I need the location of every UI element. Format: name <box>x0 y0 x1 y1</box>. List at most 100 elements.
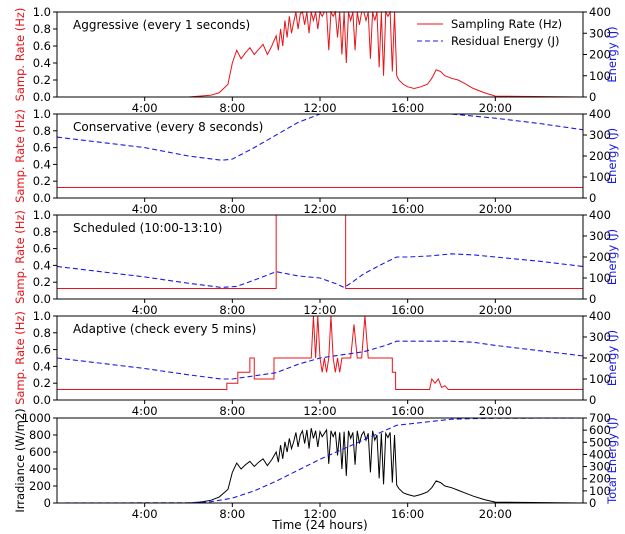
y-tick-label-left: 0.6 <box>33 141 51 155</box>
y-tick-label-left: 1.0 <box>33 208 51 222</box>
y-tick-label-left: 0.4 <box>33 359 51 373</box>
series-line-primary <box>57 315 583 390</box>
y-tick-label-left: 0.8 <box>33 22 51 36</box>
y-axis-label-left: Irradiance (W/m2) <box>13 408 27 512</box>
x-tick-label: 20:00 <box>479 101 512 115</box>
y-tick-label-left: 0.6 <box>33 242 51 256</box>
y-tick-label-left: 0.8 <box>33 225 51 239</box>
y-tick-label-right: 200 <box>589 351 611 365</box>
y-tick-label-right: 0 <box>589 393 596 407</box>
x-tick-label: 20:00 <box>479 303 512 317</box>
x-tick-label: 12:00 <box>303 202 336 216</box>
y-tick-label-left: 600 <box>29 445 51 459</box>
y-tick-label-right: 300 <box>589 229 611 243</box>
x-tick-label: 16:00 <box>391 507 424 521</box>
legend-label: Residual Energy (J) <box>451 34 560 48</box>
x-tick-label: 16:00 <box>391 202 424 216</box>
y-tick-label-left: 0.2 <box>33 73 51 87</box>
y-tick-label-right: 100 <box>589 271 611 285</box>
y-tick-label-left: 0.8 <box>33 326 51 340</box>
x-tick-label: 16:00 <box>391 303 424 317</box>
y-tick-label-right: 400 <box>589 5 611 19</box>
y-tick-label-left: 0.4 <box>33 56 51 70</box>
y-axis-label-left: Samp. Rate (Hz) <box>13 8 27 102</box>
y-tick-label-left: 1000 <box>22 411 51 425</box>
series-line-energy <box>57 113 583 161</box>
x-tick-label: 8:00 <box>219 101 245 115</box>
y-axis-label-right: Energy (J) <box>605 26 619 82</box>
series-line-primary <box>57 428 583 504</box>
y-axis-label-right: Energy (J) <box>605 229 619 285</box>
chart-panel-3: 0.0 0.2 0.4 0.6 0.8 1.0 0 100 200 300 400 4:00 8:00 1… <box>13 208 619 317</box>
y-tick-label-left: 0.0 <box>33 393 51 407</box>
panel-title: Scheduled (10:00-13:10) <box>73 221 222 235</box>
chart-panel-2: 0.0 0.2 0.4 0.6 0.8 1.0 0 100 200 300 400 4:00 8:00 1… <box>13 107 619 216</box>
x-axis-label: Time (24 hours) <box>271 518 367 532</box>
x-tick-label: 16:00 <box>391 404 424 418</box>
y-tick-label-left: 0.2 <box>33 376 51 390</box>
y-axis-label-left: Samp. Rate (Hz) <box>13 109 27 203</box>
y-tick-label-right: 0 <box>589 90 596 104</box>
y-tick-label-right: 400 <box>589 208 611 222</box>
x-tick-label: 4:00 <box>132 303 158 317</box>
legend: Sampling Rate (Hz) Residual Energy (J) <box>417 17 562 48</box>
x-tick-label: 12:00 <box>303 101 336 115</box>
y-tick-label-left: 0.0 <box>33 90 51 104</box>
panel-title: Adaptive (check every 5 mins) <box>73 322 256 336</box>
x-tick-label: 8:00 <box>219 404 245 418</box>
y-axis-label-left: Samp. Rate (Hz) <box>13 311 27 405</box>
y-tick-label-left: 0 <box>44 496 51 510</box>
y-tick-label-left: 0.6 <box>33 343 51 357</box>
y-tick-label-right: 100 <box>589 69 611 83</box>
y-tick-label-left: 0.4 <box>33 258 51 272</box>
y-tick-label-right: 300 <box>589 460 611 474</box>
series-line-energy <box>57 417 583 504</box>
x-tick-label: 4:00 <box>132 101 158 115</box>
y-tick-label-right: 0 <box>589 292 596 306</box>
y-tick-label-left: 1.0 <box>33 309 51 323</box>
y-tick-label-left: 0.2 <box>33 275 51 289</box>
y-axis-label-left: Samp. Rate (Hz) <box>13 210 27 304</box>
y-tick-label-right: 200 <box>589 250 611 264</box>
y-tick-label-right: 300 <box>589 26 611 40</box>
y-tick-label-right: 500 <box>589 435 611 449</box>
x-tick-label: 12:00 <box>303 507 336 521</box>
y-tick-label-right: 400 <box>589 309 611 323</box>
x-tick-label: 12:00 <box>303 303 336 317</box>
y-axis-label-right: Energy (J) <box>605 330 619 386</box>
y-tick-label-left: 0.2 <box>33 174 51 188</box>
series-line-energy <box>57 340 583 380</box>
y-axis-label-right: Total Energy (J) <box>605 417 619 505</box>
chart-panel-1: 0.0 0.2 0.4 0.6 0.8 1.0 0 100 200 300 400 4:00 8:00 1… <box>13 5 619 115</box>
y-tick-label-right: 200 <box>589 472 611 486</box>
y-tick-label-right: 300 <box>589 128 611 142</box>
legend-label: Sampling Rate (Hz) <box>451 17 562 31</box>
x-tick-label: 4:00 <box>132 202 158 216</box>
x-tick-label: 20:00 <box>479 202 512 216</box>
y-tick-label-right: 0 <box>589 191 596 205</box>
x-tick-label: 20:00 <box>479 507 512 521</box>
x-tick-label: 20:00 <box>479 404 512 418</box>
y-tick-label-right: 300 <box>589 330 611 344</box>
y-tick-label-left: 200 <box>29 479 51 493</box>
y-axis-label-right: Energy (J) <box>605 128 619 184</box>
panel-title: Aggressive (every 1 seconds) <box>73 18 250 32</box>
y-tick-label-left: 0.0 <box>33 292 51 306</box>
y-tick-label-right: 100 <box>589 170 611 184</box>
y-tick-label-left: 0.0 <box>33 191 51 205</box>
chart-panel-4: 0.0 0.2 0.4 0.6 0.8 1.0 0 100 200 300 400 4:00 8:00 1… <box>13 309 619 418</box>
y-tick-label-left: 800 <box>29 428 51 442</box>
x-tick-label: 12:00 <box>303 404 336 418</box>
y-tick-label-right: 700 <box>589 411 611 425</box>
y-tick-label-right: 400 <box>589 447 611 461</box>
y-tick-label-right: 100 <box>589 372 611 386</box>
y-tick-label-left: 0.6 <box>33 39 51 53</box>
panel-title: Conservative (every 8 seconds) <box>73 120 263 134</box>
y-tick-label-left: 1.0 <box>33 5 51 19</box>
x-tick-label: 8:00 <box>219 303 245 317</box>
x-tick-label: 8:00 <box>219 507 245 521</box>
y-tick-label-right: 600 <box>589 423 611 437</box>
y-tick-label-left: 400 <box>29 462 51 476</box>
y-tick-label-left: 0.4 <box>33 157 51 171</box>
